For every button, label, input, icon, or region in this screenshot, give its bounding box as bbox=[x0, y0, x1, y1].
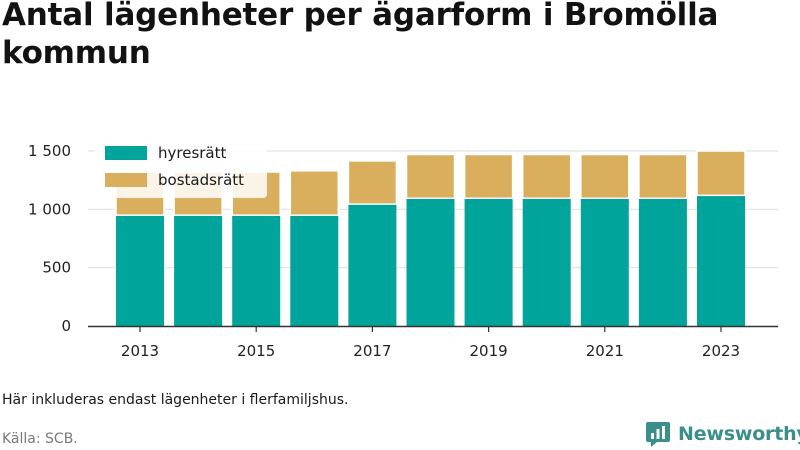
bar-hyresratt-2021 bbox=[580, 198, 629, 326]
bar-hyresratt-2022 bbox=[638, 198, 687, 326]
x-tick-label: 2021 bbox=[586, 342, 624, 360]
x-axis-ticks: 2013 2015 2017 2019 2021 2023 bbox=[121, 326, 740, 360]
bar-bostadsratt-2020 bbox=[521, 153, 572, 199]
y-tick-label: 0 bbox=[61, 317, 71, 335]
y-axis-ticks: 0 500 1 000 1 500 bbox=[28, 142, 71, 335]
legend-swatch bbox=[105, 146, 147, 160]
bar-hyresratt-2018 bbox=[406, 198, 455, 326]
bar-hyresratt-2017 bbox=[348, 204, 397, 326]
legend: hyresrätt bostadsrätt bbox=[95, 140, 267, 198]
chart-title: Antal lägenheter per ägarform i Bromölla… bbox=[2, 0, 719, 71]
bar-bostadsratt-2023 bbox=[696, 150, 746, 197]
x-tick-label: 2017 bbox=[353, 342, 391, 360]
legend-label: hyresrätt bbox=[158, 144, 227, 162]
bar-hyresratt-2014 bbox=[174, 215, 223, 326]
bar-hyresratt-2020 bbox=[522, 198, 571, 326]
bar-hyresratt-2013 bbox=[116, 215, 164, 326]
x-tick-label: 2013 bbox=[121, 342, 159, 360]
bar-bostadsratt-2017 bbox=[347, 160, 398, 205]
brand-name: Newsworthy bbox=[678, 423, 800, 445]
chart-note: Här inkluderas endast lägenheter i flerf… bbox=[2, 392, 349, 408]
bar-hyresratt-2016 bbox=[290, 215, 339, 326]
bar-bostadsratt-2018 bbox=[405, 153, 456, 199]
bar-bostadsratt-2022 bbox=[638, 153, 688, 199]
source-note: Källa: SCB. bbox=[2, 431, 78, 447]
brand-logo: Newsworthy bbox=[645, 419, 800, 449]
newsworthy-logo-icon bbox=[646, 422, 670, 447]
bar-bostadsratt-2016 bbox=[289, 170, 340, 216]
bar-hyresratt-2023 bbox=[697, 195, 745, 326]
bar-bostadsratt-2019 bbox=[463, 153, 514, 199]
bar-bostadsratt-2021 bbox=[580, 153, 630, 199]
bar-hyresratt-2019 bbox=[464, 198, 513, 326]
legend-label: bostadsrätt bbox=[158, 171, 244, 189]
y-tick-label: 500 bbox=[42, 259, 71, 277]
bar-hyresratt-2015 bbox=[232, 215, 281, 326]
x-tick-label: 2023 bbox=[702, 342, 740, 360]
legend-swatch bbox=[105, 173, 147, 187]
y-tick-label: 1 000 bbox=[28, 200, 71, 218]
y-tick-label: 1 500 bbox=[28, 142, 71, 160]
x-tick-label: 2019 bbox=[470, 342, 508, 360]
x-tick-label: 2015 bbox=[237, 342, 275, 360]
